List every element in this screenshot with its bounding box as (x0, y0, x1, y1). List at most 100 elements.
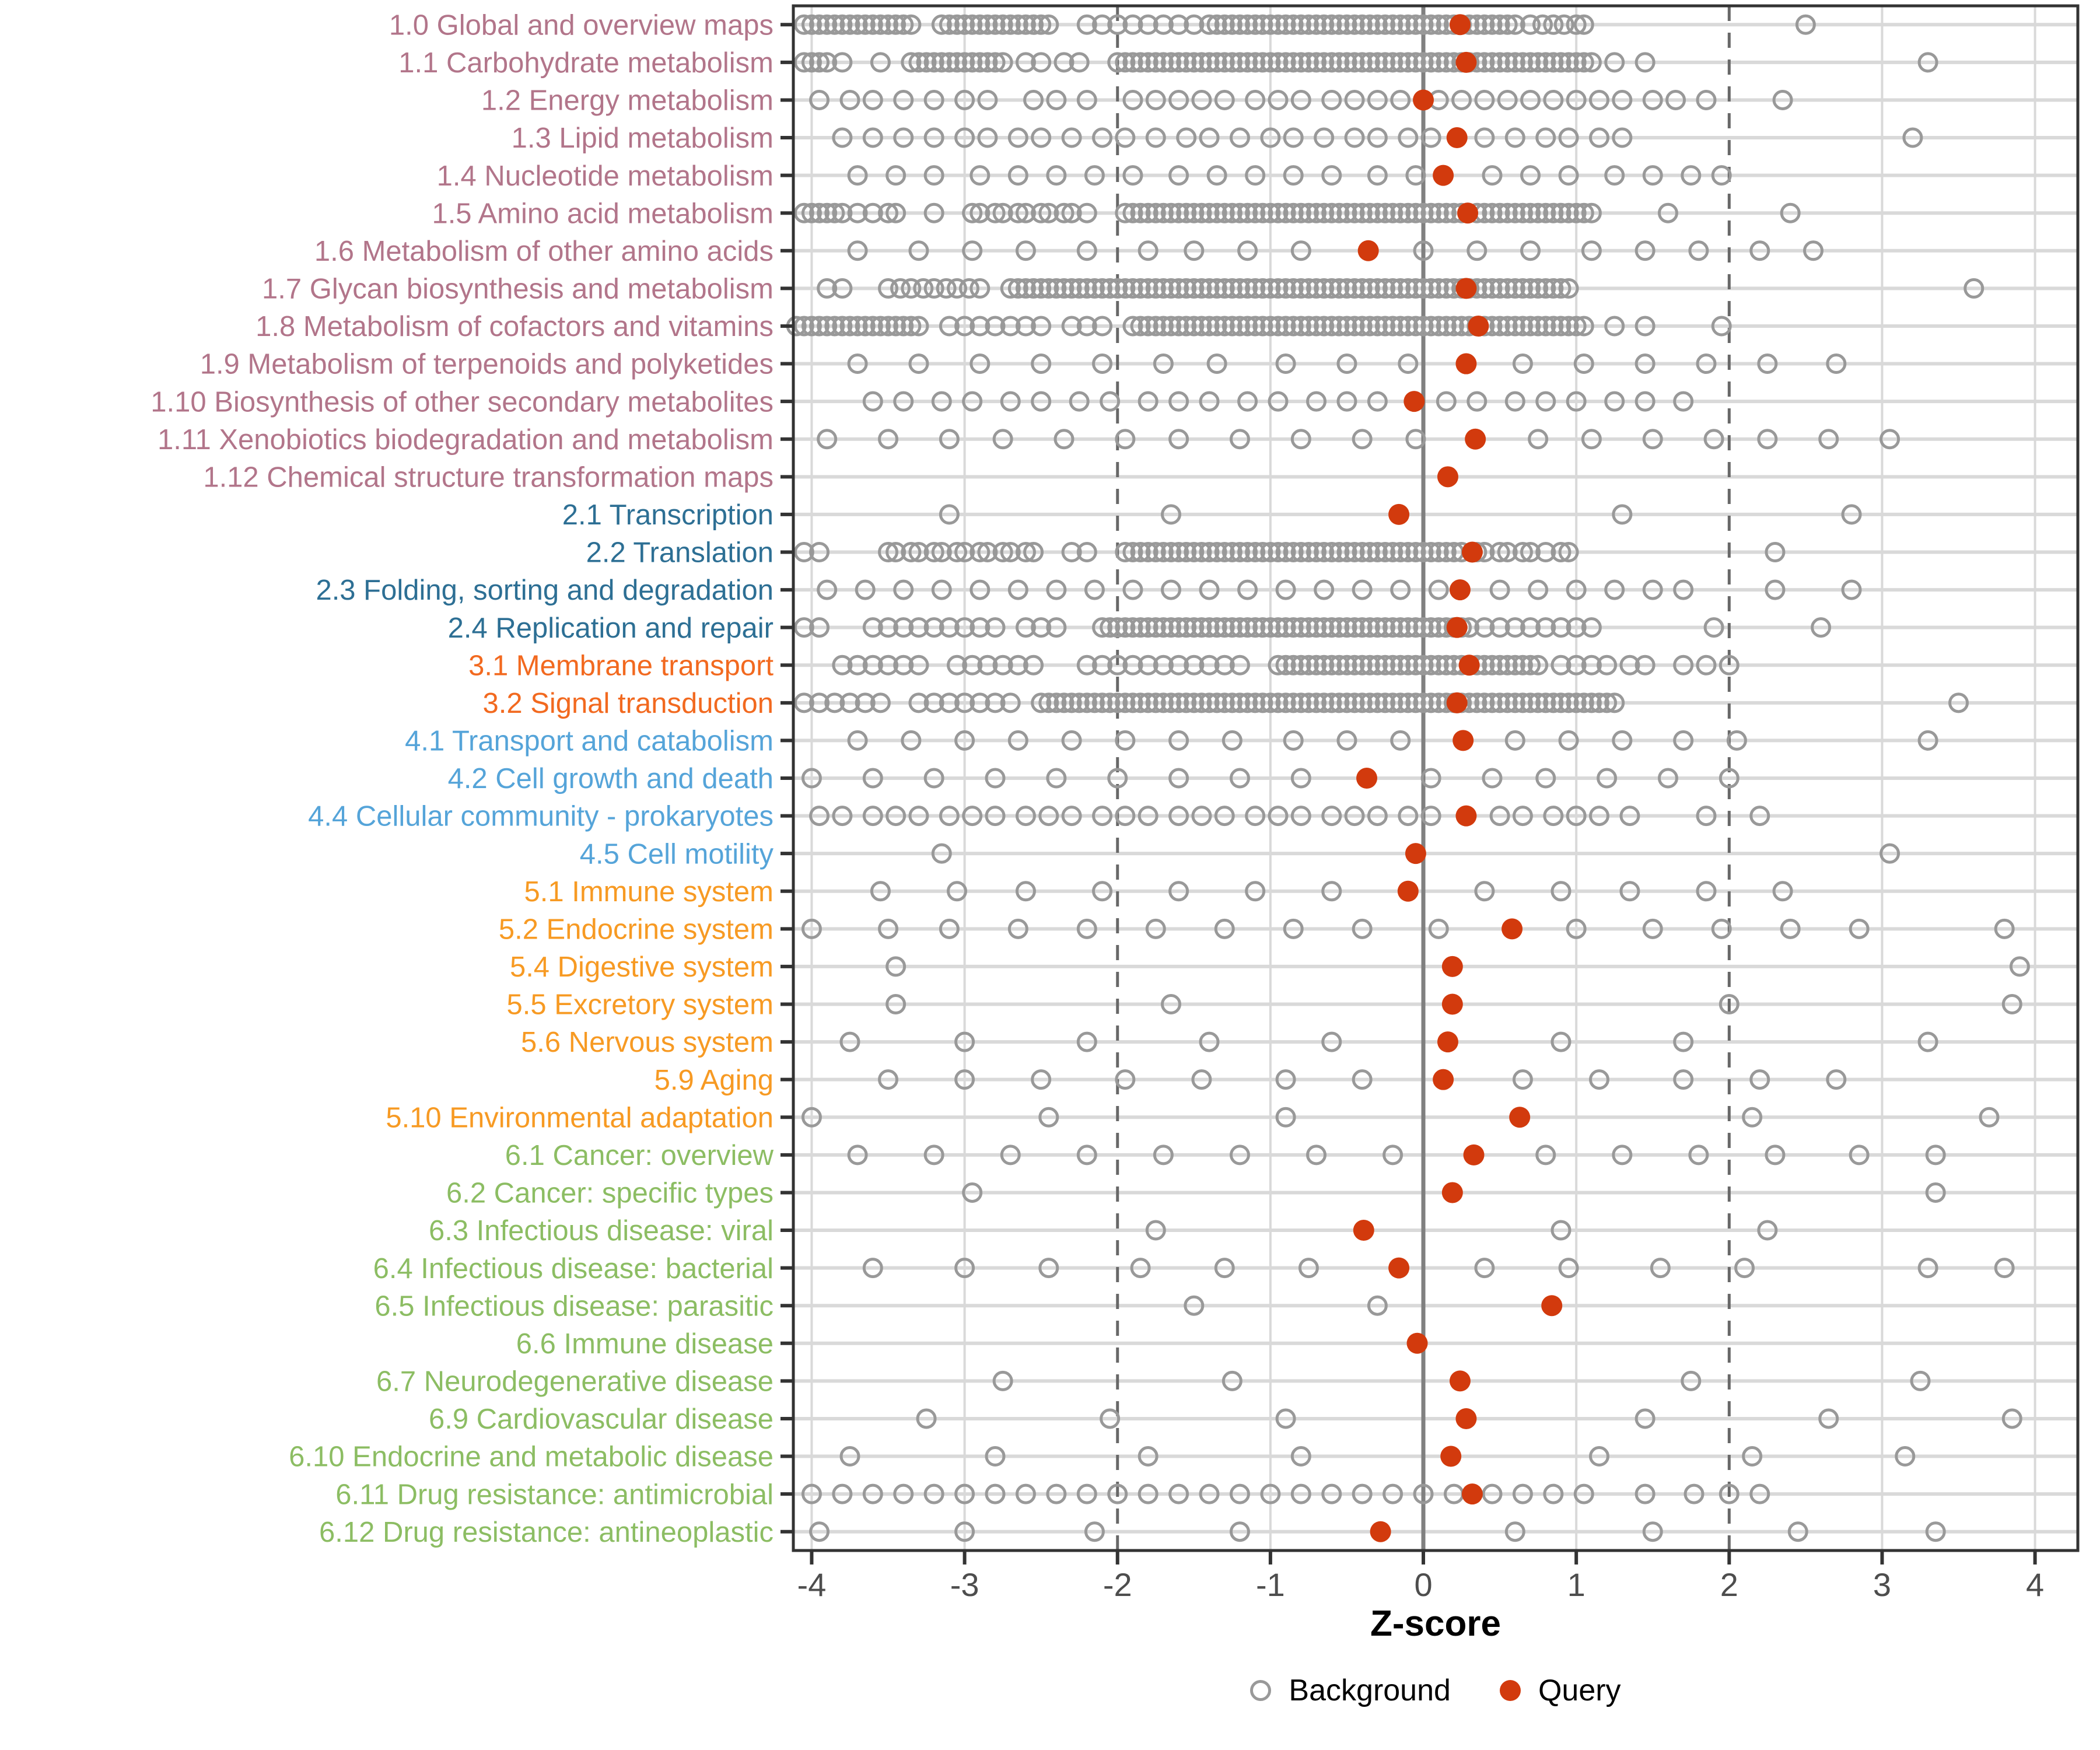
background-point (1168, 730, 1189, 751)
background-point (1535, 52, 1556, 73)
background-point (1138, 1446, 1158, 1467)
background-point (1245, 278, 1266, 299)
background-point (1880, 429, 1901, 450)
background-point (1168, 692, 1189, 713)
background-point (1283, 730, 1304, 751)
background-point (1130, 202, 1151, 223)
x-axis-title: Z-score (1370, 1604, 1501, 1644)
background-point (1092, 806, 1113, 827)
background-point (1206, 354, 1227, 374)
background-point (1290, 1483, 1311, 1504)
background-point (1130, 278, 1151, 299)
background-point (1344, 692, 1365, 713)
background-point (908, 692, 929, 713)
background-point (992, 52, 1013, 73)
background-point (1336, 730, 1357, 751)
background-point (1237, 240, 1258, 261)
background-point (1849, 918, 1870, 939)
background-point (1329, 202, 1350, 223)
background-point (1160, 692, 1181, 713)
background-point (1145, 617, 1166, 638)
background-point (1558, 165, 1579, 186)
background-point (1420, 52, 1441, 73)
background-point (1780, 918, 1801, 939)
background-point (1214, 14, 1235, 35)
background-point (1573, 316, 1594, 337)
background-point (1681, 1370, 1702, 1391)
background-point (1268, 278, 1289, 299)
background-point (1634, 391, 1656, 412)
background-point (1336, 541, 1357, 562)
background-point (1168, 881, 1189, 902)
y-axis-label: 6.12 Drug resistance: antineoplastic (319, 1517, 774, 1548)
y-axis-label: 4.1 Transport and catabolism (405, 726, 774, 757)
background-point (1275, 579, 1296, 600)
background-point (1390, 617, 1411, 638)
background-point (1573, 692, 1594, 713)
background-point (1314, 202, 1335, 223)
background-point (1520, 202, 1541, 223)
background-point (1917, 1258, 1938, 1279)
background-point (1359, 316, 1380, 337)
background-point (1191, 278, 1212, 299)
y-axis-label: 2.1 Transcription (562, 499, 774, 531)
background-point (1619, 881, 1640, 902)
background-point (1726, 730, 1747, 751)
background-point (1405, 692, 1426, 713)
background-point (817, 202, 838, 223)
background-point (847, 1144, 868, 1166)
background-point (1344, 316, 1365, 337)
background-point (1757, 354, 1778, 374)
background-point (1245, 202, 1266, 223)
background-point (1191, 541, 1212, 562)
background-point (1718, 994, 1740, 1015)
background-point (1566, 89, 1587, 110)
background-point (1115, 202, 1136, 223)
background-point (1673, 654, 1694, 676)
background-point (1329, 692, 1350, 713)
background-point (870, 14, 891, 35)
background-point (1206, 202, 1227, 223)
background-point (977, 654, 998, 676)
background-point (1015, 617, 1036, 638)
background-point (1535, 617, 1556, 638)
background-point (1550, 617, 1572, 638)
background-point (1597, 768, 1618, 789)
background-point (1184, 1295, 1205, 1316)
background-point (1504, 278, 1525, 299)
background-point (1122, 202, 1143, 223)
background-point (1160, 617, 1181, 638)
background-point (1245, 165, 1266, 186)
background-point (977, 89, 998, 110)
background-point (886, 14, 907, 35)
query-point (1446, 692, 1468, 713)
background-point (1665, 89, 1686, 110)
background-point (923, 52, 944, 73)
background-point (977, 14, 998, 35)
background-point (832, 316, 853, 337)
background-point (1336, 52, 1357, 73)
background-point (1191, 52, 1212, 73)
background-point (1359, 617, 1380, 638)
background-point (1054, 692, 1074, 713)
background-point (1718, 654, 1740, 676)
background-point (985, 1483, 1006, 1504)
background-point (1588, 127, 1609, 148)
background-point (1359, 654, 1380, 676)
background-point (1520, 692, 1541, 713)
background-point (1428, 202, 1449, 223)
background-point (1191, 806, 1212, 827)
background-point (1948, 692, 1969, 713)
background-point (1321, 1483, 1342, 1504)
background-point (1504, 52, 1525, 73)
x-tick-label: -2 (1103, 1566, 1132, 1603)
background-point (923, 541, 944, 562)
background-point (1512, 354, 1533, 374)
background-point (1007, 14, 1028, 35)
background-point (931, 391, 952, 412)
background-point (1237, 14, 1258, 35)
background-point (1994, 1258, 2015, 1279)
background-point (1382, 1144, 1404, 1166)
background-point (1314, 617, 1335, 638)
background-point (1811, 617, 1832, 638)
